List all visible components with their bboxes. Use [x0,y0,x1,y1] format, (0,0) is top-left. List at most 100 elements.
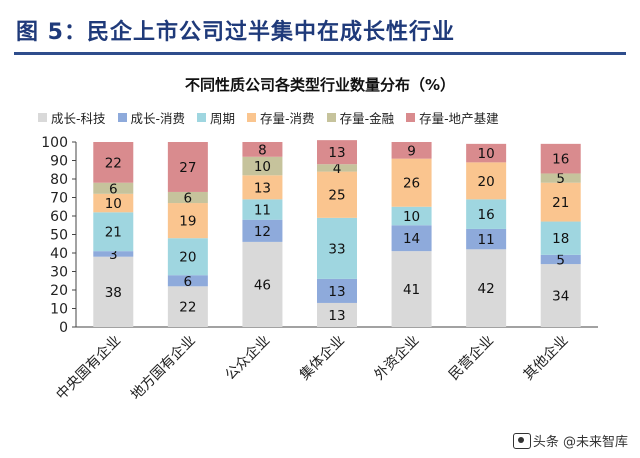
x-category-label: 民营企业 [445,332,497,384]
data-label: 20 [179,250,196,266]
bar-segment [466,199,507,229]
legend-item: 存量-消费 [247,108,315,127]
bar-segment [242,175,283,200]
data-label: 12 [254,224,271,240]
bar-segment [242,241,283,327]
data-label: 13 [328,308,345,324]
data-label: 25 [328,188,345,204]
data-label: 16 [552,152,569,168]
y-tick-label: 60 [50,209,68,225]
bar-segment [242,142,283,157]
y-tick-label: 0 [59,320,68,336]
data-label: 42 [478,281,495,297]
bar-segment [167,286,208,327]
data-label: 8 [258,142,267,158]
bar-segment [167,275,208,287]
data-label: 10 [403,209,420,225]
bar-segment [167,191,208,204]
bar-segment [540,254,581,265]
bar-segment [167,238,208,276]
bar-segment [167,142,208,192]
data-label: 13 [254,180,271,196]
legend-item: 成长-科技 [38,108,106,127]
bar-segment [540,221,581,255]
y-tick-label: 90 [50,154,68,170]
data-label: 16 [478,207,495,223]
legend-swatch [117,113,127,122]
bar-segment [317,164,357,172]
legend-label: 存量-地产基建 [419,111,499,126]
data-label: 21 [552,195,569,211]
x-category-label: 外资企业 [371,332,423,384]
bar-segment [242,199,283,220]
data-label: 22 [179,300,196,316]
watermark: 头条 @未来智库 [512,431,628,450]
watermark-text: 头条 @未来智库 [532,435,628,450]
data-label: 14 [403,231,420,247]
bar-segment [391,158,432,207]
bar-segment [466,249,507,327]
legend-swatch [247,113,257,122]
data-label: 18 [552,231,569,247]
toutiao-logo-icon [512,432,531,449]
data-label: 3 [109,247,118,263]
y-tick-label: 70 [50,191,68,207]
chart-title: 不同性质公司各类型行业数量分布（%） [184,76,456,94]
data-label: 33 [328,241,345,257]
bar-segment [391,142,432,159]
bar-segment [93,193,134,213]
figure-title: 图 5：民企上市公司过半集中在成长性行业 [16,20,455,45]
bar-segment [466,228,507,250]
y-tick-label: 50 [50,228,68,244]
data-label: 10 [105,196,122,212]
bar-segment [93,256,134,327]
data-label: 10 [254,159,271,175]
bar-segment [242,156,283,176]
x-category-label: 中央国有企业 [53,332,124,403]
legend-label: 存量-金融 [339,111,395,126]
bar-segment [317,217,357,279]
bar-segment [93,251,134,257]
bar-segment [540,143,581,174]
data-label: 6 [109,181,118,197]
bar-segment [317,140,357,165]
x-category-label: 其他企业 [520,332,572,384]
bar-segment [167,203,208,239]
title-divider [14,52,626,55]
data-label: 10 [478,146,495,162]
data-label: 27 [179,160,196,176]
bar-segment [540,182,581,222]
y-tick-label: 80 [50,172,68,188]
legend-swatch [326,113,336,122]
legend-item: 成长-消费 [117,108,186,127]
bar-segment [391,225,432,252]
data-label: 22 [105,155,122,171]
data-label: 11 [478,232,495,248]
y-tick-label: 40 [50,246,68,262]
legend-swatch [406,113,416,122]
data-label: 6 [184,191,193,207]
data-label: 5 [556,252,565,268]
data-label: 13 [328,284,345,300]
legend-swatch [197,113,207,122]
data-label: 34 [552,289,569,305]
chart-legend: 成长-科技 成长-消费 周期 存量-消费 存量-金融 存量-地产基建 [38,108,499,127]
x-category-label: 集体企业 [296,332,348,384]
data-label: 11 [254,203,271,219]
bar-segment [317,171,357,218]
y-tick-label: 30 [50,265,68,281]
data-label: 5 [556,171,565,187]
legend-label: 成长-消费 [130,111,186,126]
y-tick-label: 100 [41,135,68,151]
bar-segment [242,219,283,242]
data-label: 38 [105,285,122,301]
bar-segment [466,143,507,163]
data-label: 26 [403,176,420,192]
legend-label: 周期 [210,111,236,126]
x-category-label: 公众企业 [222,332,274,384]
legend-item: 周期 [197,108,235,127]
bar-segment [391,206,432,226]
data-label: 13 [328,145,345,161]
legend-item: 存量-地产基建 [406,108,499,127]
